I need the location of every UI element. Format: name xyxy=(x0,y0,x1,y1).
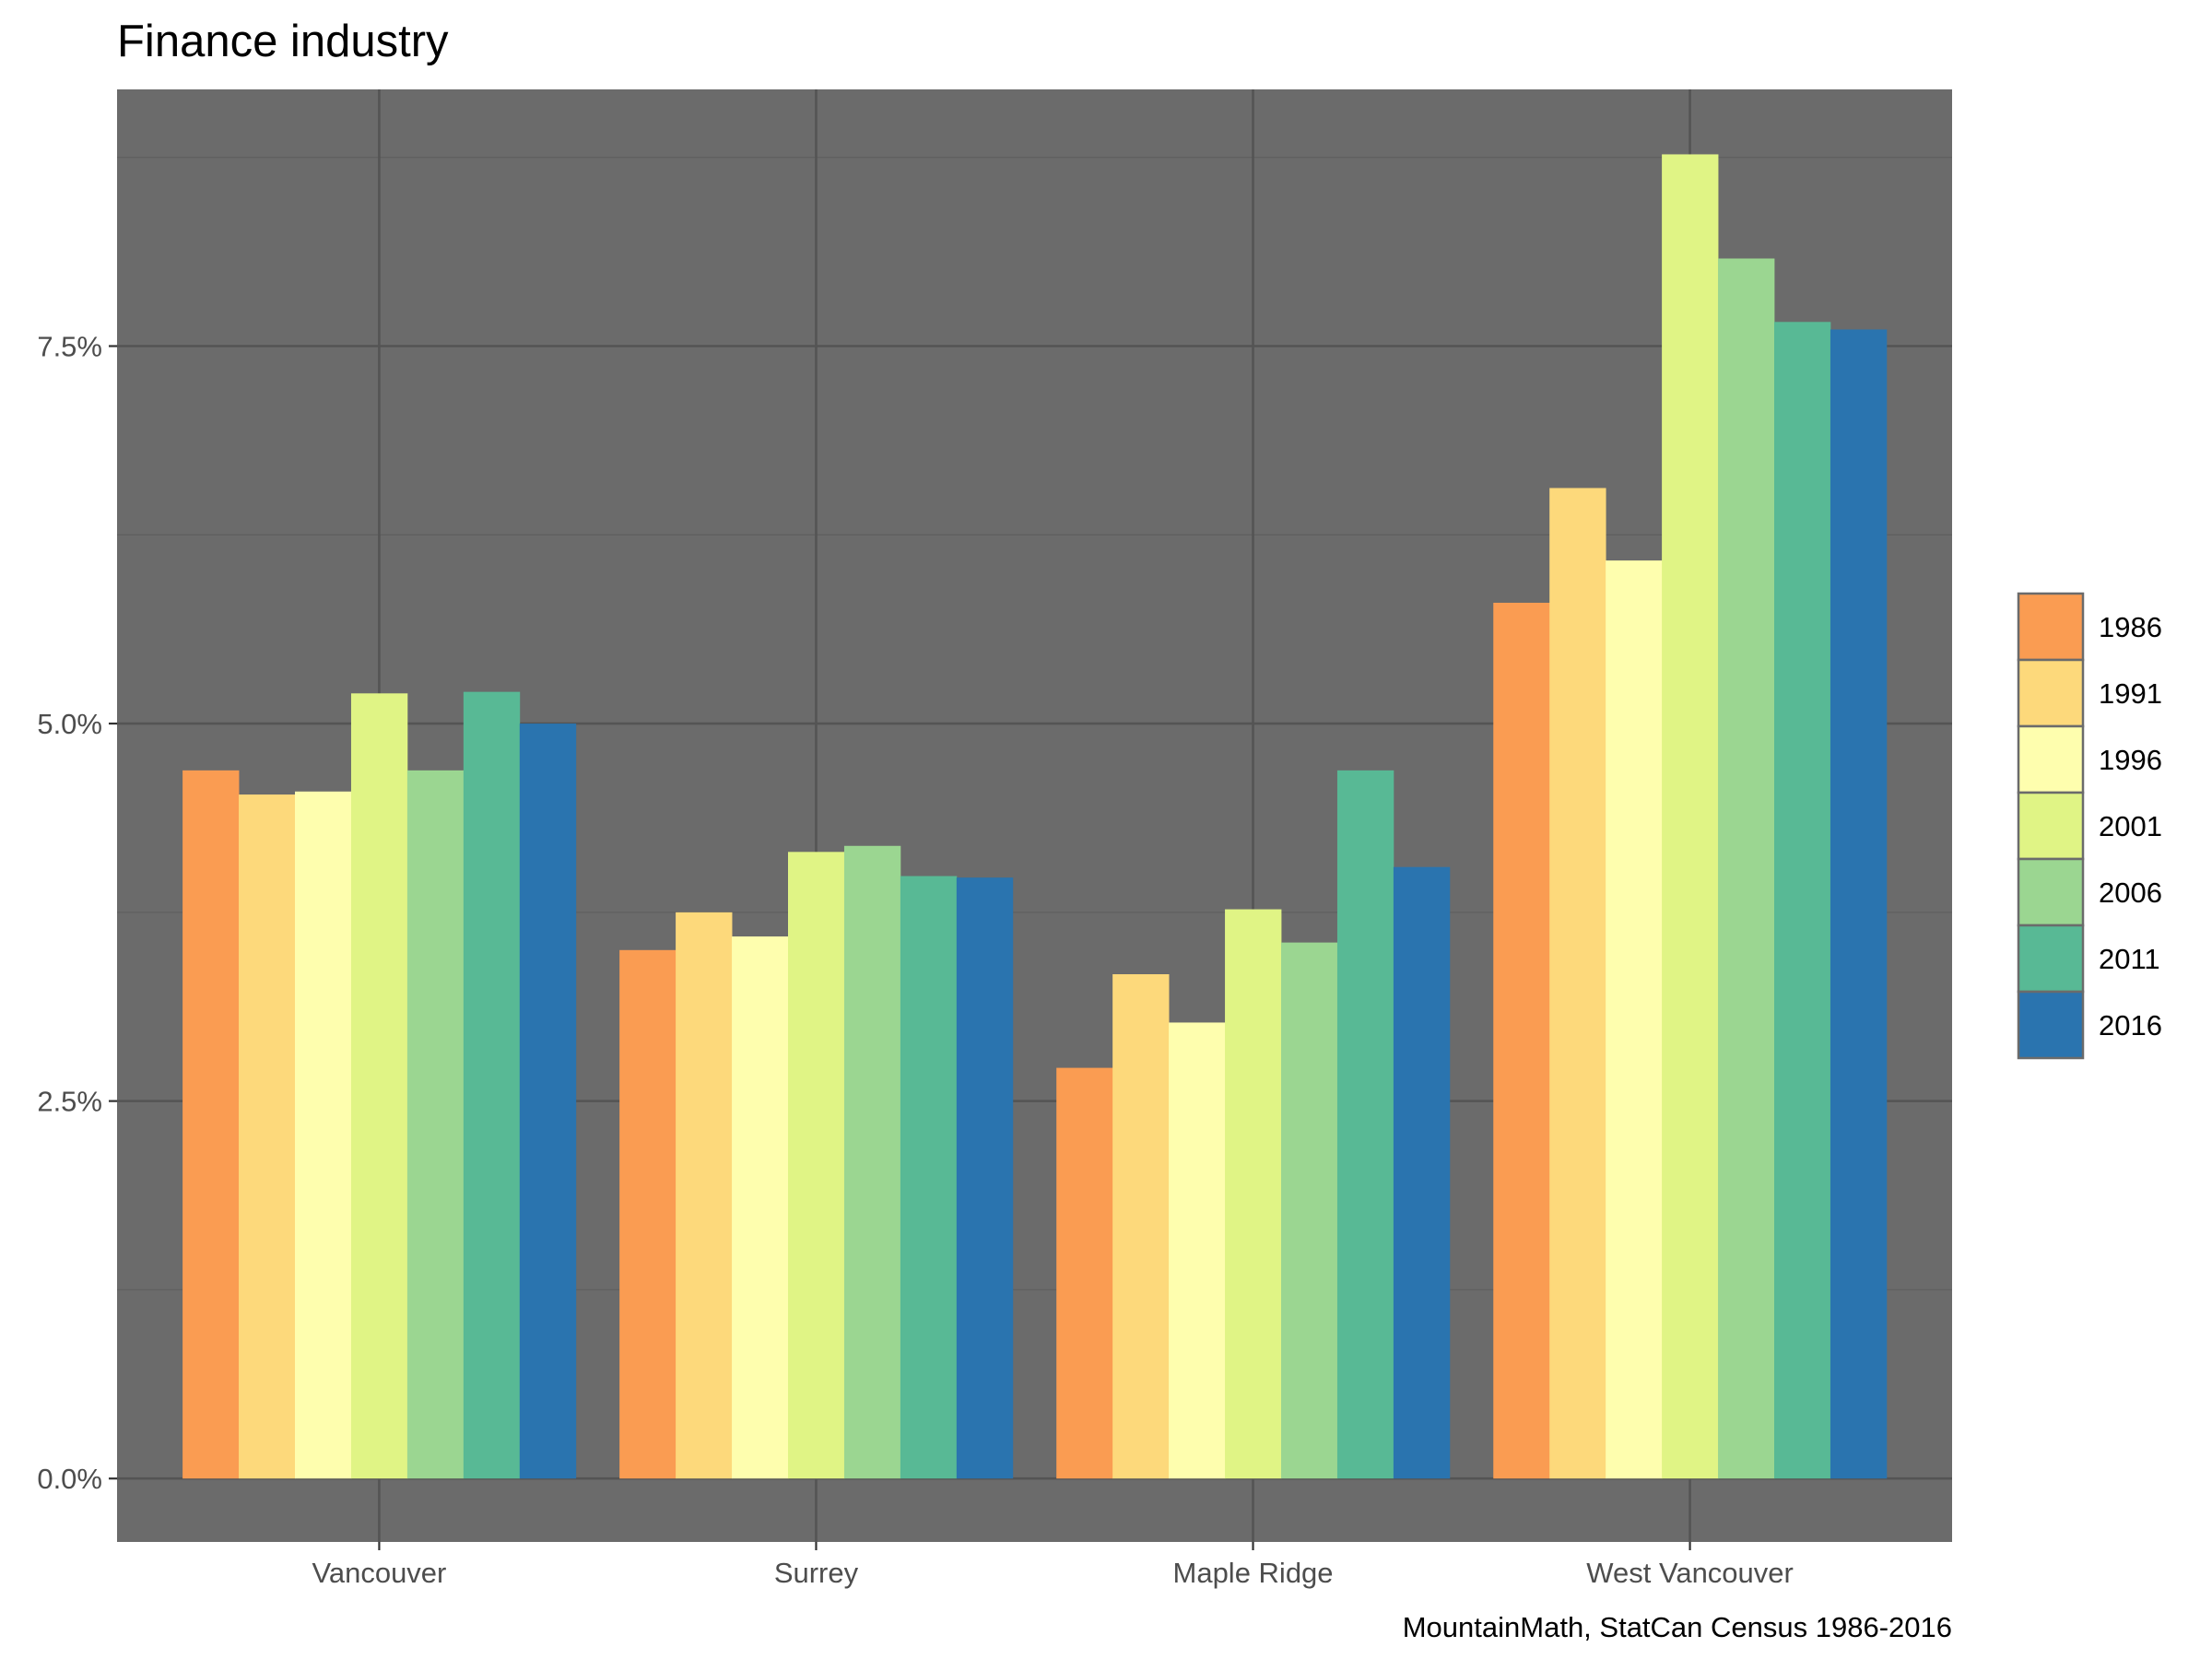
y-tick-label: 7.5% xyxy=(37,331,102,363)
bar xyxy=(1606,560,1663,1479)
legend: 1986 1991 1996 2001 2006 2011 2016 xyxy=(2017,592,2162,1060)
bar xyxy=(463,691,521,1479)
bar xyxy=(956,877,1014,1479)
x-tick-label: Surrey xyxy=(774,1557,859,1589)
bar xyxy=(519,724,577,1479)
legend-label: 2006 xyxy=(2099,877,2162,909)
legend-item: 2006 xyxy=(2017,857,2162,927)
bars xyxy=(182,154,1888,1479)
bar xyxy=(1393,866,1451,1479)
legend-item: 1996 xyxy=(2017,724,2162,794)
bar xyxy=(1169,1022,1226,1479)
bar xyxy=(900,876,958,1479)
bar xyxy=(1493,603,1550,1479)
bar xyxy=(676,912,733,1479)
bar xyxy=(732,936,789,1479)
bar xyxy=(1718,258,1775,1479)
legend-swatch xyxy=(2017,791,2085,861)
bar xyxy=(1549,488,1606,1479)
legend-item: 2016 xyxy=(2017,990,2162,1060)
legend-swatch xyxy=(2017,592,2085,662)
bar xyxy=(182,770,240,1479)
legend-swatch xyxy=(2017,924,2085,994)
legend-label: 1996 xyxy=(2099,744,2162,776)
legend-swatch xyxy=(2017,658,2085,728)
bar xyxy=(1830,329,1888,1479)
bar xyxy=(1056,1067,1113,1479)
bar xyxy=(1225,909,1282,1479)
bar xyxy=(350,693,408,1479)
bar xyxy=(406,770,465,1479)
legend-label: 1991 xyxy=(2099,677,2162,710)
bar xyxy=(1662,154,1719,1479)
legend-item: 2011 xyxy=(2017,924,2160,994)
bar xyxy=(1280,942,1338,1479)
legend-label: 2011 xyxy=(2099,943,2160,975)
bar xyxy=(1112,974,1170,1479)
bar xyxy=(788,852,845,1479)
legend-label: 1986 xyxy=(2099,611,2162,643)
bar xyxy=(843,845,901,1479)
y-tick-label: 5.0% xyxy=(37,708,102,740)
bar xyxy=(1336,770,1394,1479)
legend-item: 2001 xyxy=(2017,791,2162,861)
y-tick-label: 0.0% xyxy=(37,1463,102,1495)
bar xyxy=(1773,322,1831,1479)
x-tick-label: Maple Ridge xyxy=(1173,1557,1334,1589)
legend-label: 2001 xyxy=(2099,810,2162,842)
bar xyxy=(295,791,352,1479)
chart-title: Finance industry xyxy=(117,17,449,66)
legend-swatch xyxy=(2017,857,2085,927)
x-tick-label: West Vancouver xyxy=(1586,1557,1794,1589)
legend-swatch xyxy=(2017,990,2085,1060)
legend-label: 2016 xyxy=(2099,1009,2162,1041)
legend-swatch xyxy=(2017,724,2085,794)
legend-item: 1986 xyxy=(2017,592,2162,662)
x-tick-label: Vancouver xyxy=(312,1557,446,1589)
bar xyxy=(239,794,296,1479)
bar xyxy=(619,949,677,1479)
x-axis: Vancouver Surrey Maple Ridge West Vancouver xyxy=(312,1542,1794,1589)
y-tick-label: 2.5% xyxy=(37,1086,102,1118)
y-axis: 0.0% 2.5% 5.0% 7.5% xyxy=(37,331,117,1495)
chart-caption: MountainMath, StatCan Census 1986-2016 xyxy=(1403,1611,1952,1643)
legend-item: 1991 xyxy=(2017,658,2162,728)
